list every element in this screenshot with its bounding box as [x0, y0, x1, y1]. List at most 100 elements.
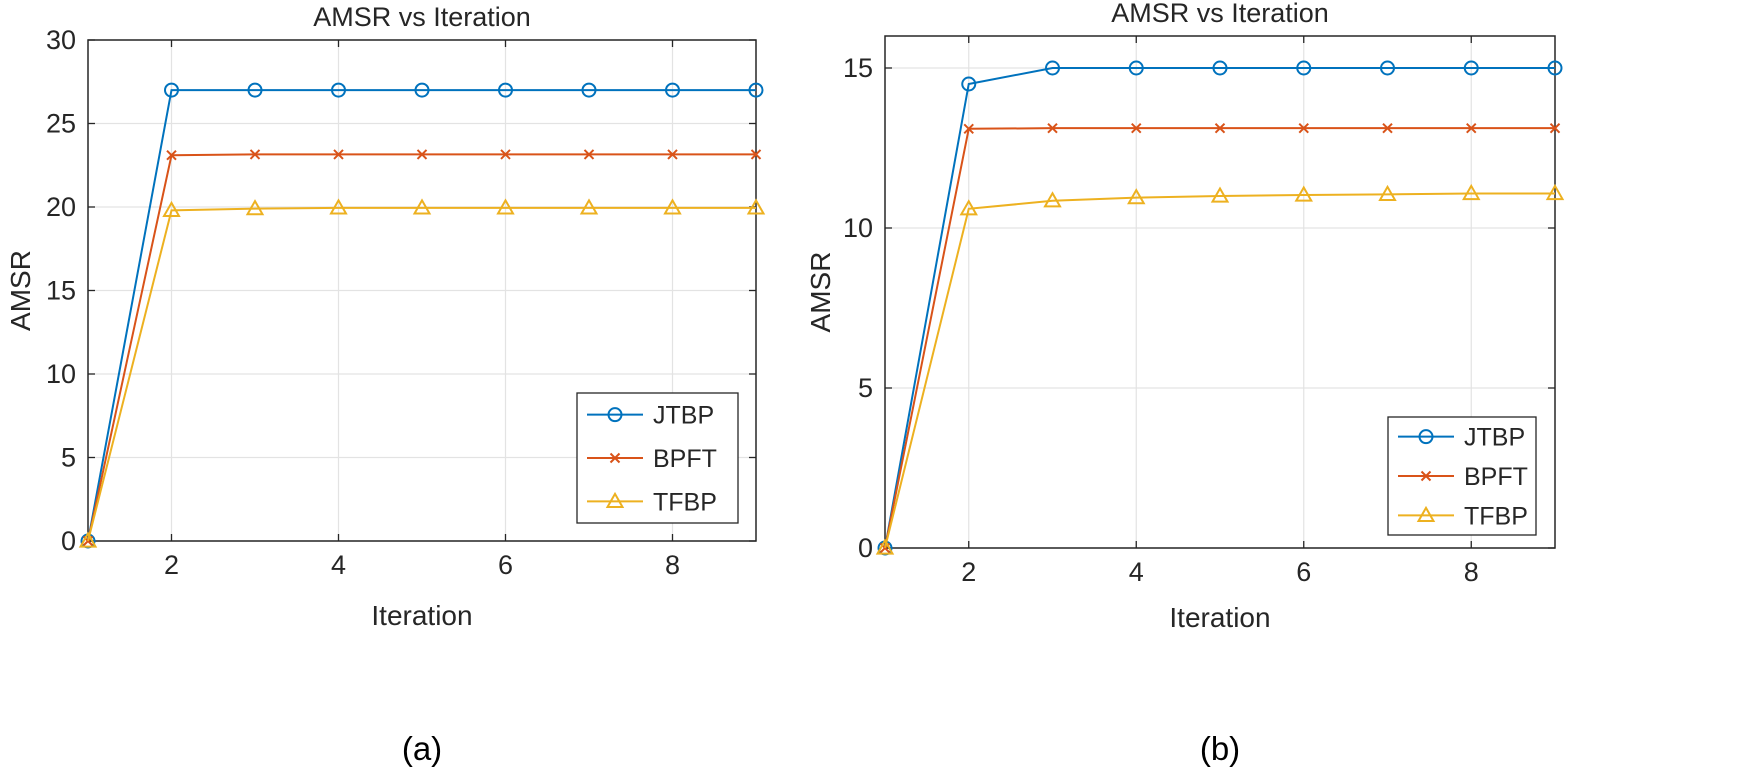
- data-point-JTBP: [247, 82, 263, 98]
- data-point-JTBP: [1212, 60, 1228, 76]
- y-tick-label: 5: [61, 443, 76, 473]
- y-axis-label: AMSR: [5, 250, 36, 331]
- data-point-BPFT: [583, 149, 595, 160]
- data-point-BPFT: [1549, 122, 1561, 134]
- legend: JTBP BPFT TFBP: [576, 392, 739, 524]
- data-point-TFBP: [1462, 183, 1481, 201]
- data-point-JTBP: [498, 82, 513, 98]
- chart-title: AMSR vs Iteration: [313, 2, 531, 32]
- data-point-TFBP: [1294, 185, 1313, 202]
- x-axis-label: Iteration: [371, 600, 472, 631]
- data-point-BPFT: [1466, 122, 1477, 134]
- y-tick-label: 25: [46, 109, 76, 139]
- data-point-BPFT: [166, 150, 177, 161]
- data-point-JTBP: [1296, 60, 1312, 76]
- x-tick-label: 4: [1129, 557, 1144, 587]
- data-point-TFBP: [496, 198, 515, 215]
- legend: JTBP BPFT TFBP: [1387, 416, 1537, 536]
- data-point-TFBP: [579, 198, 599, 215]
- data-point-JTBP: [1045, 60, 1060, 76]
- legend-marker-BPFT: [609, 452, 621, 464]
- data-point-TFBP: [1043, 191, 1062, 208]
- series-JTBP: [80, 82, 764, 549]
- y-tick-label: 10: [46, 359, 76, 389]
- legend-label-TFBP: TFBP: [1464, 502, 1528, 530]
- data-point-TFBP: [1378, 184, 1397, 202]
- data-point-TFBP: [245, 199, 265, 216]
- y-tick-label: 5: [858, 373, 873, 403]
- x-tick-label: 2: [164, 550, 179, 580]
- panel-label: (a): [402, 730, 442, 767]
- data-point-JTBP: [1463, 60, 1479, 76]
- chart-title: AMSR vs Iteration: [1111, 0, 1329, 28]
- x-tick-label: 6: [498, 550, 513, 580]
- data-point-JTBP: [581, 82, 597, 98]
- panel-label: (b): [1200, 730, 1240, 767]
- axes-box: [884, 35, 1556, 549]
- series-line-JTBP: [87, 89, 756, 542]
- series-line-JTBP: [884, 67, 1555, 549]
- data-point-BPFT: [333, 149, 344, 160]
- data-point-JTBP: [961, 76, 977, 92]
- y-tick-label: 0: [61, 526, 76, 556]
- y-tick-label: 30: [46, 25, 76, 55]
- data-point-JTBP: [748, 82, 764, 98]
- series-BPFT: [879, 122, 1561, 554]
- x-tick-label: 8: [1464, 557, 1479, 587]
- data-point-TFBP: [1210, 186, 1230, 203]
- data-point-BPFT: [249, 149, 261, 160]
- legend-label-JTBP: JTBP: [1464, 424, 1525, 452]
- series-TFBP: [875, 183, 1565, 555]
- series-line-TFBP: [87, 206, 756, 542]
- series-JTBP: [877, 60, 1563, 556]
- data-point-BPFT: [1214, 122, 1226, 134]
- legend-marker-TFBP: [605, 491, 625, 508]
- data-point-BPFT: [416, 149, 428, 160]
- data-point-BPFT: [500, 149, 511, 160]
- legend-label-TFBP: TFBP: [653, 488, 717, 516]
- legend-marker-JTBP: [607, 407, 623, 423]
- y-tick-label: 15: [46, 276, 76, 306]
- y-tick-label: 0: [858, 533, 873, 563]
- data-point-TFBP: [329, 198, 348, 215]
- data-point-BPFT: [1047, 122, 1058, 134]
- x-tick-label: 6: [1296, 557, 1311, 587]
- legend-marker-BPFT: [1420, 470, 1432, 482]
- x-axis-label: Iteration: [1169, 602, 1270, 633]
- chart-panel-1: 2 4 6 8 0 5 10 15 20 25 30 AMSR vs Iteration Iterati…: [5, 2, 766, 767]
- data-point-BPFT: [1131, 122, 1142, 134]
- data-point-TFBP: [412, 198, 432, 215]
- x-tick-label: 4: [331, 550, 346, 580]
- data-point-BPFT: [1382, 122, 1393, 134]
- data-point-BPFT: [667, 149, 678, 160]
- data-point-BPFT: [750, 149, 762, 160]
- chart-panel-2: 2 4 6 8 0 5 10 15 AMSR vs Iteration Iteration AMSR…: [805, 0, 1565, 767]
- data-point-TFBP: [1545, 183, 1565, 201]
- data-point-JTBP: [1128, 60, 1144, 76]
- data-point-JTBP: [164, 82, 179, 98]
- data-point-JTBP: [414, 82, 430, 98]
- legend-label-JTBP: JTBP: [653, 402, 714, 430]
- y-axis-label: AMSR: [805, 252, 836, 333]
- data-point-TFBP: [78, 531, 98, 548]
- y-tick-label: 15: [843, 53, 873, 83]
- data-point-TFBP: [875, 538, 895, 555]
- legend-label-BPFT: BPFT: [1464, 463, 1528, 491]
- y-tick-label: 10: [843, 213, 873, 243]
- data-point-JTBP: [1380, 60, 1395, 76]
- data-point-JTBP: [665, 82, 680, 98]
- data-point-JTBP: [331, 82, 346, 98]
- data-point-TFBP: [959, 199, 978, 216]
- y-tick-label: 20: [46, 192, 76, 222]
- series-TFBP: [78, 198, 766, 548]
- data-point-TFBP: [663, 198, 682, 215]
- data-point-TFBP: [162, 200, 181, 217]
- legend-marker-TFBP: [1416, 505, 1436, 522]
- legend-marker-JTBP: [1418, 429, 1434, 445]
- x-tick-label: 8: [665, 550, 680, 580]
- data-point-BPFT: [1298, 122, 1309, 134]
- data-point-TFBP: [1127, 188, 1146, 205]
- data-point-TFBP: [746, 198, 766, 215]
- legend-label-BPFT: BPFT: [653, 445, 717, 473]
